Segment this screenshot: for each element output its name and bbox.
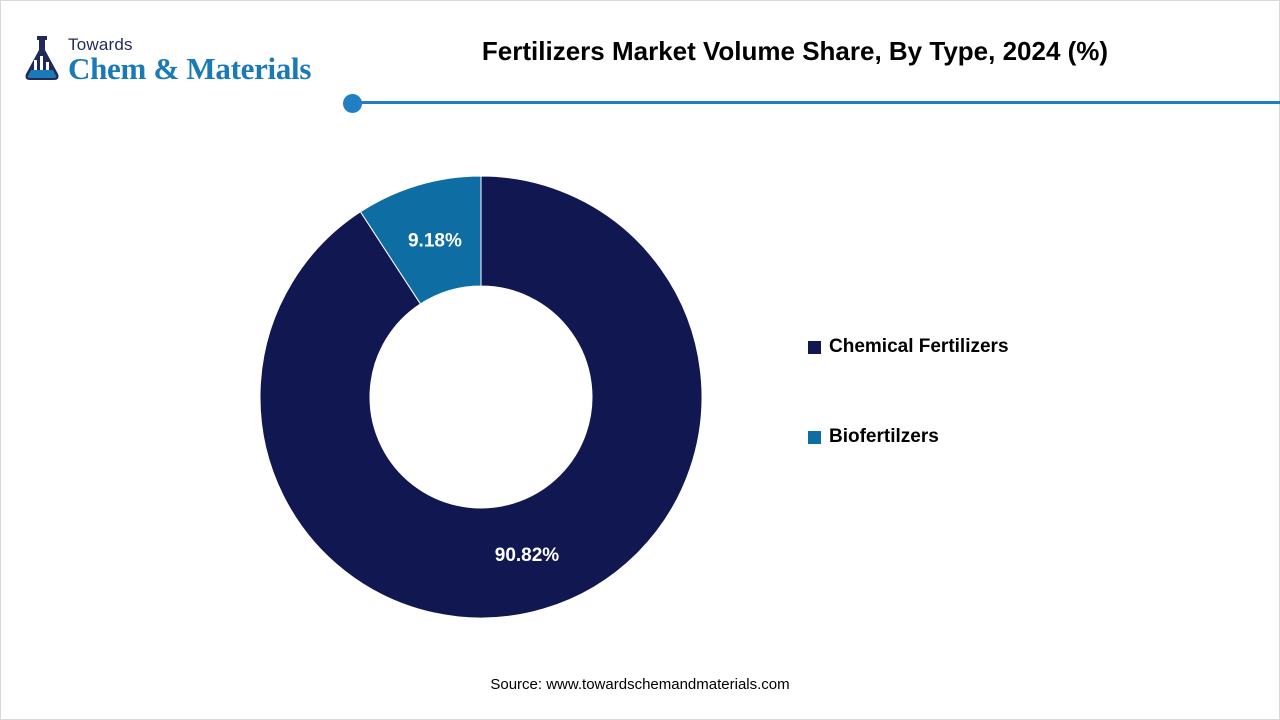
title-rule-dot <box>343 94 362 113</box>
source-note: Source: www.towardschemandmaterials.com <box>490 676 790 693</box>
legend-label-chemical: Chemical Fertilizers <box>829 336 1009 357</box>
legend-swatch-bio <box>808 430 821 444</box>
legend-item-biofertilizers: Biofertilzers <box>808 424 1009 450</box>
brand-logo: Towards Chem & Materials <box>22 34 342 90</box>
data-label-biofertilizers: 9.18% <box>408 231 462 252</box>
chart-title: Fertilizers Market Volume Share, By Type… <box>481 36 1109 66</box>
legend-item-chemical-fertilizers: Chemical Fertilizers <box>808 334 1009 360</box>
donut-slice-chemical-fertilizers <box>259 175 703 619</box>
legend-label-bio: Biofertilzers <box>829 426 939 447</box>
logo-brand-text: Chem & Materials <box>68 51 312 86</box>
data-label-chemical-fertilizers: 90.82% <box>495 545 560 566</box>
legend-swatch-chemical <box>808 340 821 354</box>
donut-slice-biofertilizers <box>359 175 482 305</box>
flask-lab-icon <box>25 36 59 80</box>
title-rule <box>353 101 1280 104</box>
logo-towards-text: Towards <box>68 35 133 54</box>
chart-legend: Chemical Fertilizers Biofertilzers <box>808 334 1009 514</box>
